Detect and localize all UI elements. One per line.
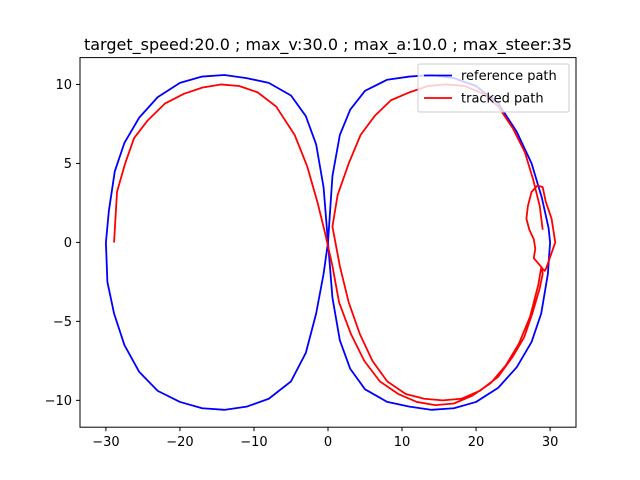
x-axis: −30 −20 −10 0 10 20 30 bbox=[92, 427, 558, 450]
y-tick-label: 5 bbox=[64, 157, 72, 172]
x-tick-label: −20 bbox=[166, 435, 193, 450]
x-tick-label: 0 bbox=[324, 435, 332, 450]
x-tick-label: 20 bbox=[468, 435, 485, 450]
y-tick-label: −5 bbox=[53, 315, 72, 330]
y-axis: −10 −5 0 5 10 bbox=[45, 78, 80, 409]
x-tick-label: 10 bbox=[394, 435, 411, 450]
x-tick-label: −30 bbox=[92, 435, 119, 450]
y-tick-label: 10 bbox=[55, 78, 72, 93]
x-tick-label: 30 bbox=[542, 435, 559, 450]
legend-box bbox=[417, 63, 570, 113]
series-line-tracked-path bbox=[113, 83, 557, 406]
y-tick-label: 0 bbox=[64, 236, 72, 251]
legend-label-reference: reference path bbox=[461, 69, 557, 84]
x-tick-label: −10 bbox=[240, 435, 267, 450]
y-tick-label: −10 bbox=[45, 394, 72, 409]
legend-label-tracked: tracked path bbox=[461, 92, 544, 107]
chart-title: target_speed:20.0 ; max_v:30.0 ; max_a:1… bbox=[84, 35, 572, 55]
legend: reference path tracked path bbox=[417, 63, 570, 113]
